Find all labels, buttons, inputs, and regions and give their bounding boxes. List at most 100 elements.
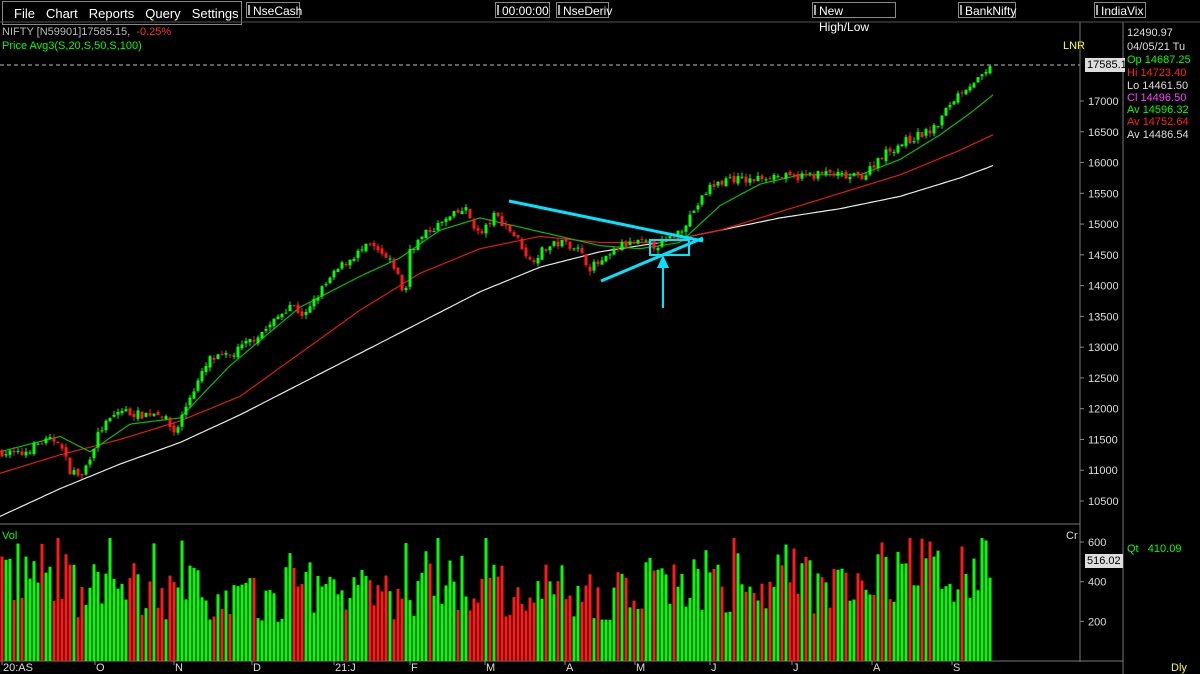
banknifty-button[interactable]: BankNifty: [958, 2, 1016, 18]
indiavix-button[interactable]: IndiaVix: [1094, 2, 1146, 18]
volume-bar: [656, 569, 660, 661]
candle-body: [244, 340, 248, 344]
volume-bar: [808, 560, 812, 661]
candle-body: [156, 412, 160, 416]
volume-bar: [184, 599, 188, 661]
candle-body: [308, 306, 312, 313]
candle-body: [632, 242, 636, 244]
nsederiv-button[interactable]: NseDeriv: [556, 2, 612, 18]
candle-body: [480, 231, 484, 234]
candle-body: [796, 173, 800, 181]
candle-body: [312, 298, 316, 307]
volume-bar: [704, 550, 708, 661]
volume-bar: [820, 577, 824, 661]
clock-display: 00:00:00: [495, 2, 550, 18]
candle-body: [132, 413, 136, 418]
candle-body: [196, 380, 200, 391]
info-avg20: Av 14596.32: [1127, 104, 1189, 116]
symbol-label: NIFTY [N59901]: [2, 26, 82, 38]
volume-bar: [28, 578, 32, 661]
candle-body: [872, 165, 876, 168]
volume-bar: [460, 555, 464, 661]
nsecash-button[interactable]: NseCash: [246, 2, 302, 18]
time-tick-label: M: [636, 662, 645, 674]
volume-bar: [792, 548, 796, 661]
candle-body: [428, 229, 432, 233]
ma20-line: [0, 94, 994, 453]
ma100-path: [0, 165, 994, 517]
candle-body: [408, 249, 412, 287]
price-tick-label: 15000: [1088, 219, 1119, 231]
menu-bar: File Chart Reports Query Settings: [2, 1, 242, 25]
volume-bar: [120, 583, 124, 661]
volume-bar: [660, 568, 664, 661]
candle-body: [536, 257, 540, 264]
candle-body: [976, 77, 980, 83]
volume-bar: [676, 586, 680, 661]
candle-body: [912, 141, 916, 143]
volume-bar: [712, 568, 716, 661]
price-tick-label: 13500: [1088, 311, 1119, 323]
candle-body: [116, 411, 120, 415]
volume-bar: [388, 591, 392, 661]
candle-body: [728, 177, 732, 179]
candle-body: [64, 447, 68, 457]
volume-bar: [88, 587, 92, 661]
menu-reports[interactable]: Reports: [88, 5, 135, 21]
volume-bar: [160, 588, 164, 661]
volume-bar: [668, 603, 672, 661]
price-tick-label: 10500: [1088, 496, 1119, 508]
candle-body: [376, 246, 380, 251]
volume-bar: [544, 564, 548, 661]
candle-body: [884, 149, 888, 161]
ma20-path: [0, 94, 994, 453]
volume-bar: [488, 577, 492, 661]
candle-body: [336, 269, 340, 273]
new-high-low-button[interactable]: New High/Low: [812, 2, 896, 34]
candle-body: [124, 409, 128, 412]
candle-body: [388, 258, 392, 260]
candle-body: [456, 210, 460, 213]
menu-file[interactable]: File: [14, 5, 35, 21]
price-tick-label: 14000: [1088, 281, 1119, 293]
candle-body: [320, 286, 324, 297]
volume-bar: [844, 572, 848, 661]
arrow-head: [657, 255, 669, 268]
volume-bar: [228, 613, 232, 661]
candle-body: [848, 177, 852, 180]
candle-body: [452, 211, 456, 217]
volume-bar: [956, 589, 960, 661]
candle-body: [572, 248, 576, 250]
volume-bars: [0, 538, 992, 661]
volume-bar: [856, 573, 860, 661]
menu-chart[interactable]: Chart: [45, 5, 78, 21]
candle-body: [128, 408, 132, 415]
volume-bar: [672, 564, 676, 661]
menu-query[interactable]: Query: [145, 5, 181, 21]
volume-bar: [600, 619, 604, 661]
volume-bar: [108, 538, 112, 661]
candle-body: [564, 238, 568, 242]
candle-body: [464, 207, 468, 211]
time-tick-label: J: [793, 662, 799, 674]
menu-settings[interactable]: Settings: [191, 5, 239, 21]
candle-body: [820, 172, 824, 174]
volume-bar: [92, 564, 96, 661]
volume-bar: [556, 581, 560, 661]
volume-bar: [692, 559, 696, 661]
volume-bar: [192, 567, 196, 661]
candle-body: [120, 410, 124, 414]
chart-header: NIFTY [N59901]17585.15, -0.25%: [2, 26, 172, 38]
candle-body: [164, 416, 168, 420]
candle-body: [412, 248, 416, 250]
candle-body: [352, 258, 356, 261]
candle-body: [520, 238, 524, 250]
candle-body: [540, 247, 544, 260]
candle-body: [568, 241, 572, 249]
candle-body: [724, 178, 728, 187]
candle-body: [324, 284, 328, 286]
volume-bar: [64, 554, 68, 661]
volume-bar: [212, 616, 216, 661]
volume-bar: [440, 603, 444, 661]
candle-body: [844, 171, 848, 179]
